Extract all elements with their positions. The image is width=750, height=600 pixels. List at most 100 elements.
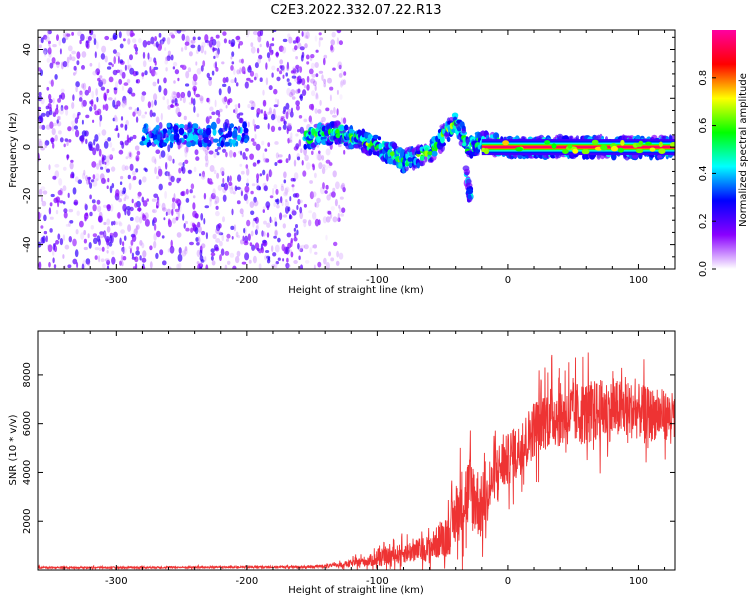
y-tick-label: 4000: [22, 460, 33, 485]
noise-blob: [256, 173, 260, 181]
noise-blob: [251, 244, 256, 251]
noise-blob: [275, 51, 279, 58]
spectrogram-xlabel: Height of straight line (km): [288, 285, 424, 296]
noise-blob: [308, 219, 312, 227]
noise-blob: [79, 39, 82, 45]
noise-blob: [332, 67, 336, 71]
band-blob: [212, 128, 217, 136]
noise-blob: [229, 186, 234, 194]
noise-blob: [135, 155, 140, 162]
noise-blob: [305, 31, 310, 39]
noise-blob: [83, 169, 86, 176]
noise-blob: [77, 179, 83, 184]
noise-blob: [177, 111, 182, 118]
noise-blob: [40, 186, 46, 191]
noise-blob: [181, 166, 184, 172]
noise-blob: [232, 191, 236, 195]
noise-blob: [205, 116, 210, 124]
noise-blob: [314, 108, 318, 114]
noise-blob: [332, 187, 336, 192]
noise-blob: [120, 116, 124, 121]
noise-blob: [157, 202, 161, 207]
noise-blob: [220, 248, 225, 256]
noise-blob: [122, 256, 127, 261]
noise-blob: [216, 172, 220, 179]
noise-blob: [163, 88, 168, 96]
ridge-blob: [416, 149, 421, 155]
noise-blob: [247, 233, 251, 241]
noise-blob: [300, 54, 304, 62]
noise-blob: [329, 94, 332, 102]
noise-blob: [331, 191, 336, 198]
noise-blob: [225, 151, 228, 158]
noise-blob: [274, 98, 278, 103]
ridge-blob: [671, 135, 675, 140]
noise-blob: [52, 250, 55, 256]
noise-blob: [265, 62, 268, 70]
noise-blob: [70, 174, 73, 179]
noise-blob: [83, 212, 89, 220]
ridge-blob: [490, 134, 494, 139]
noise-blob: [180, 191, 185, 196]
noise-blob: [119, 69, 123, 76]
noise-blob: [243, 240, 249, 246]
band-blob: [192, 134, 199, 142]
noise-blob: [111, 250, 115, 255]
noise-blob: [98, 255, 101, 263]
noise-blob: [263, 185, 268, 192]
noise-blob: [90, 225, 95, 230]
noise-blob: [322, 164, 326, 169]
noise-blob: [87, 37, 91, 46]
noise-blob: [129, 247, 132, 254]
noise-blob: [40, 112, 46, 117]
noise-blob: [270, 171, 273, 176]
noise-blob: [122, 203, 127, 212]
noise-blob: [111, 63, 114, 68]
noise-blob: [76, 210, 80, 216]
noise-blob: [268, 56, 271, 62]
noise-blob: [208, 76, 212, 81]
noise-blob: [133, 43, 137, 50]
noise-blob: [252, 220, 255, 228]
noise-blob: [119, 237, 122, 246]
noise-blob: [195, 93, 201, 98]
noise-blob: [313, 264, 316, 269]
noise-blob: [38, 111, 41, 117]
noise-blob: [38, 211, 41, 220]
noise-blob: [141, 91, 147, 96]
ridge-blob: [348, 128, 355, 134]
noise-blob: [177, 112, 182, 116]
noise-blob: [122, 246, 125, 254]
noise-blob: [266, 232, 270, 238]
noise-blob: [297, 88, 301, 94]
noise-blob: [287, 139, 293, 143]
noise-blob: [154, 60, 157, 66]
noise-blob: [153, 193, 159, 199]
noise-blob: [81, 65, 85, 70]
noise-blob: [262, 209, 265, 213]
noise-blob: [212, 47, 218, 51]
noise-blob: [115, 52, 121, 57]
noise-blob: [129, 152, 132, 157]
noise-blob: [54, 163, 60, 168]
noise-blob: [121, 85, 125, 91]
noise-blob: [126, 209, 131, 216]
colorbar-tick-label: 0.0: [698, 261, 709, 277]
noise-blob: [227, 175, 230, 183]
noise-blob: [149, 65, 152, 74]
noise-blob: [149, 245, 153, 251]
noise-blob: [137, 191, 142, 197]
carrier-blob: [658, 141, 663, 148]
noise-blob: [217, 230, 222, 236]
noise-blob: [332, 170, 337, 178]
noise-blob: [325, 159, 331, 164]
noise-blob: [153, 93, 158, 101]
noise-blob: [187, 169, 192, 174]
noise-blob: [46, 57, 51, 63]
noise-blob: [230, 225, 235, 230]
noise-blob: [269, 219, 273, 223]
noise-blob: [139, 240, 143, 246]
noise-blob: [94, 134, 99, 142]
noise-blob: [135, 250, 140, 256]
noise-blob: [38, 44, 42, 49]
